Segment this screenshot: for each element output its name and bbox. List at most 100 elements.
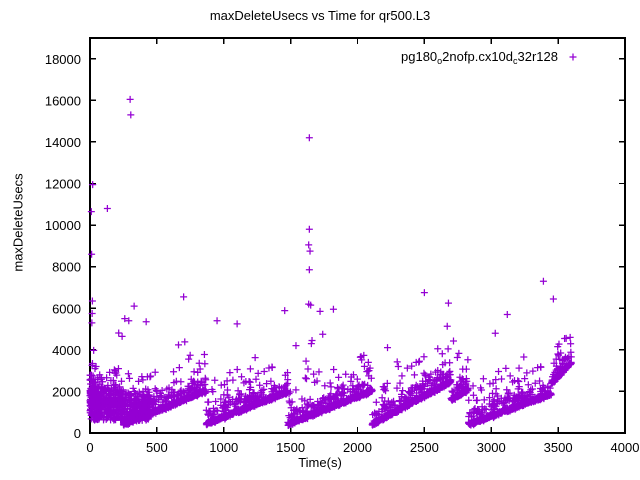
data-point: [103, 414, 111, 422]
data-point: [234, 387, 242, 395]
data-point: [537, 363, 545, 371]
data-point: [88, 250, 96, 258]
data-point: [308, 336, 316, 344]
data-point: [130, 388, 138, 396]
data-point: [292, 386, 300, 394]
data-point: [384, 344, 392, 352]
data-point: [453, 354, 461, 362]
data-point: [125, 390, 133, 398]
data-point: [480, 396, 488, 404]
data-point: [506, 389, 514, 397]
data-point: [503, 386, 511, 394]
x-tick-label: 1000: [209, 440, 238, 455]
y-tick-label: 2000: [52, 384, 81, 399]
data-point: [225, 397, 233, 405]
data-point: [321, 396, 329, 404]
y-tick-label: 18000: [45, 52, 81, 67]
data-point: [494, 396, 502, 404]
data-point: [103, 204, 111, 212]
data-point: [403, 364, 411, 372]
data-point: [564, 354, 572, 362]
data-point: [446, 371, 454, 379]
data-point: [138, 373, 146, 381]
data-point: [246, 365, 254, 373]
data-point: [342, 370, 350, 378]
data-point: [87, 208, 95, 216]
data-point: [260, 385, 268, 393]
data-point: [209, 388, 217, 396]
data-point: [301, 374, 309, 382]
data-point: [469, 382, 477, 390]
data-point: [566, 333, 574, 341]
data-point: [128, 406, 136, 414]
data-point: [398, 393, 406, 401]
data-point: [382, 387, 390, 395]
x-tick-label: 3500: [544, 440, 573, 455]
data-point: [158, 387, 166, 395]
data-point: [567, 359, 575, 367]
data-point: [444, 299, 452, 307]
plot-frame: [89, 37, 626, 434]
data-point: [256, 381, 264, 389]
data-point: [449, 337, 457, 345]
data-point: [443, 322, 451, 330]
data-point: [89, 372, 97, 380]
data-point: [233, 320, 241, 328]
legend: pg180o2nofp.cx10dc32r128: [401, 49, 577, 66]
data-point: [398, 372, 406, 380]
data-point: [181, 338, 189, 346]
data-point: [226, 369, 234, 377]
data-point: [130, 395, 138, 403]
data-point: [498, 375, 506, 383]
data-point: [92, 389, 100, 397]
data-point: [464, 356, 472, 364]
data-point: [420, 353, 428, 361]
data-point: [186, 351, 194, 359]
data-point: [327, 383, 335, 391]
data-point: [130, 302, 138, 310]
data-point: [315, 368, 323, 376]
data-point: [285, 390, 293, 398]
data-point: [438, 350, 446, 358]
data-point: [455, 349, 463, 357]
data-point: [113, 371, 121, 379]
data-point: [135, 377, 143, 385]
data-point: [286, 388, 294, 396]
data-point: [502, 364, 510, 372]
data-point: [489, 379, 497, 387]
data-point: [212, 397, 220, 405]
data-point: [143, 408, 151, 416]
x-tick-label: 2000: [343, 440, 372, 455]
data-point: [364, 358, 372, 366]
data-point: [396, 397, 404, 405]
data-point: [229, 376, 237, 384]
data-point: [284, 376, 292, 384]
data-point: [139, 396, 147, 404]
data-point: [145, 412, 153, 420]
y-tick-label: 12000: [45, 177, 81, 192]
data-point: [555, 340, 563, 348]
data-point: [305, 241, 313, 249]
data-point: [223, 377, 231, 385]
data-point: [304, 365, 312, 373]
data-point: [88, 376, 96, 384]
x-tick-label: 0: [86, 440, 93, 455]
data-point: [528, 385, 536, 393]
data-point: [302, 357, 310, 365]
data-point: [353, 375, 361, 383]
data-point: [217, 395, 225, 403]
data-point: [91, 410, 99, 418]
data-point: [146, 373, 154, 381]
data-point: [448, 387, 456, 395]
data-point: [247, 383, 255, 391]
data-point: [113, 403, 121, 411]
data-point: [233, 365, 241, 373]
data-point: [175, 341, 183, 349]
y-tick-label: 4000: [52, 343, 81, 358]
data-point: [107, 377, 115, 384]
data-point: [465, 396, 473, 404]
data-point: [557, 349, 565, 357]
data-point: [224, 386, 232, 394]
data-point: [284, 369, 292, 377]
data-point: [399, 387, 407, 395]
